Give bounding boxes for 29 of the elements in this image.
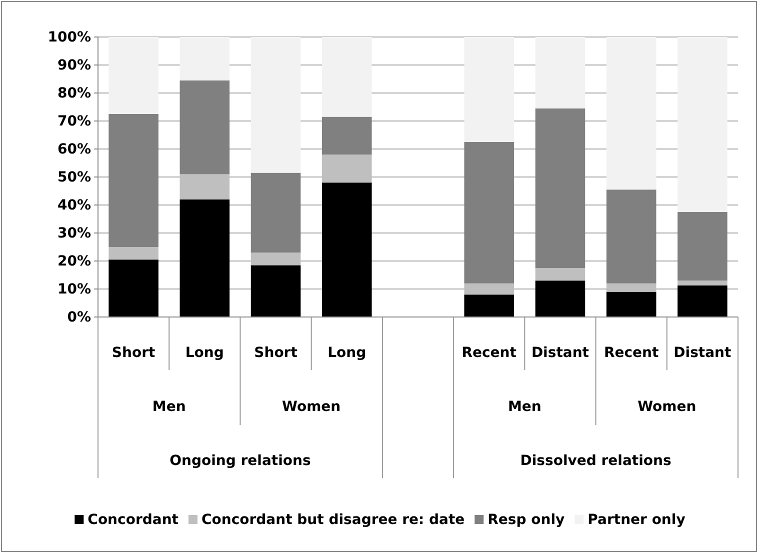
text: Men <box>508 399 542 415</box>
legend-label: Concordant <box>88 512 179 528</box>
legend-label: Partner only <box>588 512 686 528</box>
x-tick-label: Distant <box>531 345 590 361</box>
x-tick-label: Recent <box>462 345 517 361</box>
y-tick-label: 0% <box>67 309 91 326</box>
x-tick-label: Long <box>328 345 366 361</box>
y-tick-label: 40% <box>57 197 91 214</box>
x-tick-label: Short <box>254 345 298 361</box>
text: Women <box>282 399 341 415</box>
x-tick-label: Recent <box>604 345 659 361</box>
y-tick-label: 10% <box>57 281 91 298</box>
text: Ongoing relations <box>170 453 311 469</box>
text: Dissolved relations <box>520 453 672 469</box>
y-tick-label: 50% <box>57 169 91 186</box>
text: Men <box>152 399 186 415</box>
text: Women <box>638 399 696 415</box>
y-tick-label: 70% <box>57 113 91 130</box>
x-tick-label: Distant <box>674 345 732 361</box>
legend-label: Resp only <box>488 512 565 528</box>
y-tick-label: 30% <box>57 225 91 242</box>
y-tick-label: 90% <box>57 57 91 74</box>
y-tick-label: 100% <box>48 29 91 46</box>
x-tick-label: Short <box>112 345 156 361</box>
x-tick-label: Long <box>185 345 224 361</box>
legend-label: Concordant but disagree re: date <box>201 512 465 528</box>
y-tick-label: 60% <box>57 141 91 158</box>
y-tick-label: 20% <box>57 253 91 270</box>
y-tick-label: 80% <box>57 85 91 102</box>
